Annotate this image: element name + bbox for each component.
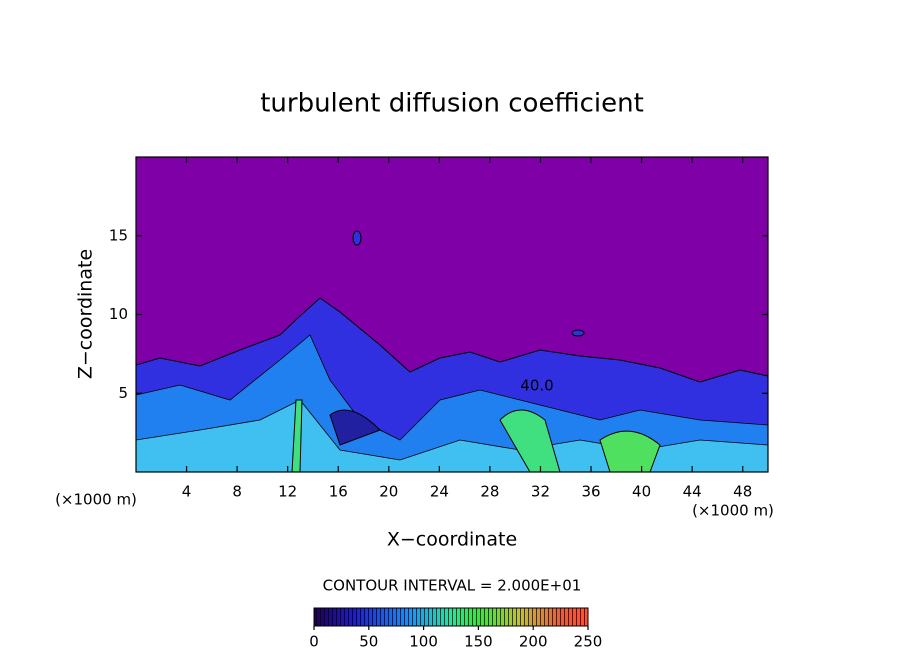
y-tick-label: 5 [118,384,128,402]
chart-title: turbulent diffusion coefficient [260,89,644,119]
y-tick-label: 15 [109,226,128,244]
x-axis-label: X−coordinate [387,529,517,551]
x-tick-label: 20 [379,483,398,501]
x-tick-label: 24 [430,483,449,501]
field-region [571,329,585,337]
x-tick-label: 8 [232,483,242,501]
x-unit-label: (×1000 m) [692,502,774,520]
y-tick-label: 10 [109,305,128,323]
x-tick-label: 16 [329,483,348,501]
x-tick-label: 32 [531,483,550,501]
field-region [291,399,303,472]
x-tick-label: 4 [182,483,192,501]
x-tick-label: 12 [278,483,297,501]
field-region [499,409,561,472]
contour-label: 40.0 [520,377,553,395]
colorbar-tick-label: 0 [309,633,319,651]
field-region [599,430,661,472]
colorbar-tick-label: 150 [464,633,493,651]
x-tick-label: 28 [480,483,499,501]
colorbar-tick-label: 250 [574,633,603,651]
field [136,157,768,472]
y-unit-label: (×1000 m) [55,491,137,509]
field-region [352,230,362,246]
colorbar-stripes [313,607,589,627]
colorbar-tick-label: 50 [359,633,378,651]
y-axis-label: Z−coordinate [75,249,97,379]
colorbar-tick-label: 200 [519,633,548,651]
x-tick-label: 40 [632,483,651,501]
field-region [329,409,381,446]
x-tick-label: 48 [733,483,752,501]
contour-interval: CONTOUR INTERVAL = 2.000E+01 [323,577,582,595]
colorbar-tick-label: 100 [409,633,438,651]
x-tick-label: 44 [683,483,702,501]
x-tick-label: 36 [581,483,600,501]
